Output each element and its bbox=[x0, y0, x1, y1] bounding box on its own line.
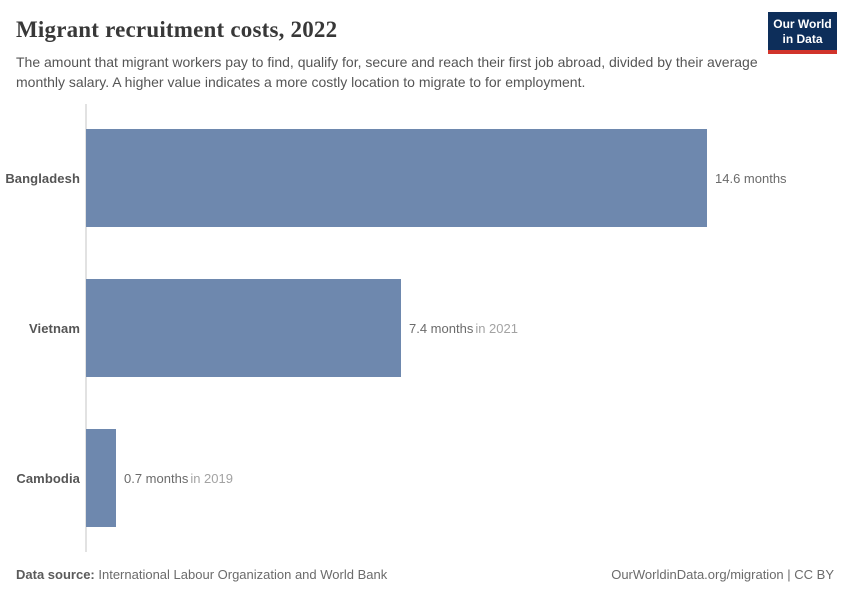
owid-logo-line2: in Data bbox=[782, 32, 823, 46]
year-note: in 2019 bbox=[190, 470, 233, 486]
year-note: in 2021 bbox=[475, 320, 518, 336]
value-text: 7.4 months bbox=[409, 320, 474, 336]
value-text: 0.7 months bbox=[124, 470, 189, 486]
bar-row-cambodia: Cambodia 0.7 months in 2019 bbox=[0, 429, 850, 527]
bar-vietnam[interactable] bbox=[86, 279, 401, 377]
value-label-bangladesh: 14.6 months bbox=[715, 171, 787, 186]
value-label-vietnam: 7.4 months in 2021 bbox=[409, 321, 518, 336]
page-title: Migrant recruitment costs, 2022 bbox=[16, 17, 338, 42]
entity-label-cambodia: Cambodia bbox=[16, 470, 80, 486]
value-label-cambodia: 0.7 months in 2019 bbox=[124, 471, 233, 486]
chart-header: Migrant recruitment costs, 2022 The amou… bbox=[0, 0, 850, 93]
data-source: Data source: International Labour Organi… bbox=[16, 567, 387, 582]
value-text: 14.6 months bbox=[715, 170, 787, 186]
bar-cambodia[interactable] bbox=[86, 429, 116, 527]
owid-logo-line1: Our World bbox=[773, 17, 832, 31]
entity-label-bangladesh: Bangladesh bbox=[5, 170, 80, 186]
credit-link[interactable]: OurWorldinData.org/migration | CC BY bbox=[611, 567, 834, 582]
chart-subtitle: The amount that migrant workers pay to f… bbox=[16, 54, 758, 91]
entity-label-vietnam: Vietnam bbox=[28, 320, 80, 336]
owid-logo[interactable]: Our World in Data bbox=[768, 12, 837, 54]
bar-chart: Bangladesh 14.6 months Vietnam 7.4 month… bbox=[0, 104, 850, 552]
bar-row-bangladesh: Bangladesh 14.6 months bbox=[0, 129, 850, 227]
chart-footer: Data source: International Labour Organi… bbox=[16, 567, 834, 582]
bar-row-vietnam: Vietnam 7.4 months in 2021 bbox=[0, 279, 850, 377]
data-source-value: International Labour Organization and Wo… bbox=[98, 567, 388, 582]
bar-bangladesh[interactable] bbox=[86, 129, 707, 227]
data-source-label: Data source: bbox=[16, 567, 95, 582]
